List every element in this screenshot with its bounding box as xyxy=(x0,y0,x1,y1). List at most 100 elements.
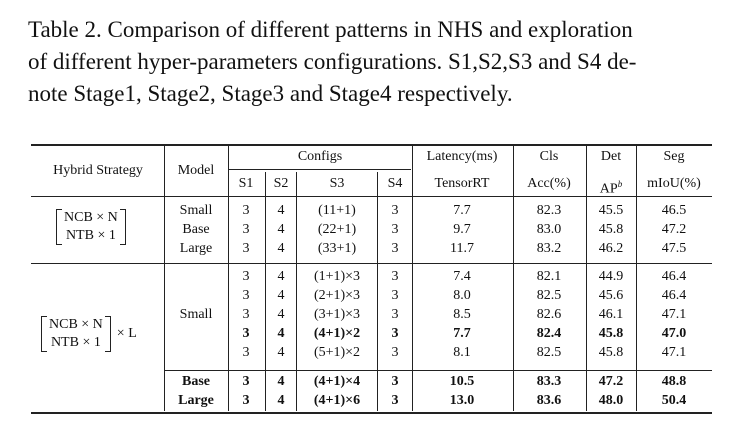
cell-miou: 47.0 xyxy=(661,326,687,341)
cell-acc: 82.5 xyxy=(536,288,562,303)
header-s2: S2 xyxy=(273,176,289,191)
cell-latency: 11.7 xyxy=(450,241,474,256)
cell-s2: 4 xyxy=(277,307,285,322)
cell-s2: 4 xyxy=(277,203,285,218)
header-configs: Configs xyxy=(297,149,343,164)
cell-acc: 82.5 xyxy=(536,345,562,360)
cell-model: Large xyxy=(179,241,213,256)
cell-s4: 3 xyxy=(391,241,399,256)
configs-underline xyxy=(229,169,411,170)
header-latency: Latency(ms) xyxy=(426,149,498,164)
table-top-rule xyxy=(31,144,712,146)
strategy-repeat-suffix: × L xyxy=(116,326,137,341)
cell-s2: 4 xyxy=(277,326,285,341)
header-ap-label: AP xyxy=(599,181,618,197)
col-divider xyxy=(586,146,587,411)
header-tensorrt: TensorRT xyxy=(434,176,490,191)
header-cls: Cls xyxy=(539,149,559,164)
cell-latency: 8.5 xyxy=(453,307,471,322)
cell-model-small: Small xyxy=(179,307,213,322)
cell-s2: 4 xyxy=(277,241,285,256)
strategy-line-ncb: NCB × N xyxy=(64,210,118,225)
col-divider xyxy=(296,172,297,411)
cell-s3: (33+1) xyxy=(317,241,357,256)
cell-model: Small xyxy=(179,203,213,218)
cell-s1: 3 xyxy=(242,307,250,322)
cell-acc: 82.4 xyxy=(536,326,562,341)
cell-s1: 3 xyxy=(242,222,250,237)
header-ap: APb xyxy=(600,175,622,199)
col-divider xyxy=(265,172,266,411)
cell-s4: 3 xyxy=(391,307,399,322)
cell-miou: 47.1 xyxy=(661,345,687,360)
scaled-models-rule xyxy=(165,370,712,371)
cell-ap: 45.6 xyxy=(598,288,624,303)
cell-latency: 13.0 xyxy=(449,393,475,408)
cell-ap: 46.1 xyxy=(598,307,624,322)
cell-ap: 48.0 xyxy=(598,393,624,408)
cell-s1: 3 xyxy=(242,326,250,341)
col-divider xyxy=(636,146,637,411)
cell-s4: 3 xyxy=(391,374,399,389)
cell-s3: (11+1) xyxy=(318,203,356,218)
cell-s3: (4+1)×6 xyxy=(313,393,361,408)
header-ap-superscript: b xyxy=(617,179,623,189)
cell-s4: 3 xyxy=(391,269,399,284)
cell-ap: 46.2 xyxy=(598,241,624,256)
cell-acc: 83.2 xyxy=(536,241,562,256)
header-hybrid-strategy: Hybrid Strategy xyxy=(53,163,143,178)
cell-s2: 4 xyxy=(277,269,285,284)
strategy-line-ntb: NTB × 1 xyxy=(50,335,101,350)
header-s3: S3 xyxy=(329,176,345,191)
cell-s4: 3 xyxy=(391,345,399,360)
cell-s1: 3 xyxy=(242,345,250,360)
cell-latency: 10.5 xyxy=(449,374,475,389)
cell-acc: 82.6 xyxy=(536,307,562,322)
cell-ap: 45.5 xyxy=(598,203,624,218)
strategy-group2: NCB × N NTB × 1 × L xyxy=(41,316,137,352)
strategy-bracket: NCB × N NTB × 1 xyxy=(41,316,111,352)
header-model: Model xyxy=(177,163,215,178)
cell-miou: 47.2 xyxy=(661,222,687,237)
cell-s3: (1+1)×3 xyxy=(313,269,361,284)
cell-latency: 7.4 xyxy=(453,269,471,284)
cell-latency: 9.7 xyxy=(453,222,471,237)
caption-line: note Stage1, Stage2, Stage3 and Stage4 r… xyxy=(28,81,513,106)
cell-miou: 46.4 xyxy=(661,269,687,284)
cell-s1: 3 xyxy=(242,393,250,408)
header-seg: Seg xyxy=(663,149,685,164)
table-caption: Table 2. Comparison of different pattern… xyxy=(28,14,718,110)
cell-model: Base xyxy=(182,222,210,237)
cell-latency: 7.7 xyxy=(453,326,471,341)
cell-miou: 46.5 xyxy=(661,203,687,218)
cell-s4: 3 xyxy=(391,203,399,218)
cell-ap: 45.8 xyxy=(598,326,624,341)
cell-s2: 4 xyxy=(277,393,285,408)
cell-s2: 4 xyxy=(277,345,285,360)
col-divider xyxy=(377,172,378,411)
cell-miou: 46.4 xyxy=(661,288,687,303)
cell-acc: 82.3 xyxy=(536,203,562,218)
cell-ap: 47.2 xyxy=(598,374,624,389)
col-divider xyxy=(513,146,514,411)
cell-s4: 3 xyxy=(391,222,399,237)
cell-miou: 47.5 xyxy=(661,241,687,256)
cell-s3: (4+1)×4 xyxy=(313,374,361,389)
cell-s3: (22+1) xyxy=(317,222,357,237)
col-divider xyxy=(412,146,413,411)
header-s4: S4 xyxy=(387,176,403,191)
cell-s4: 3 xyxy=(391,393,399,408)
col-divider xyxy=(228,146,229,411)
cell-acc: 82.1 xyxy=(536,269,562,284)
caption-line: of different hyper-parameters configurat… xyxy=(28,49,637,74)
cell-s2: 4 xyxy=(277,288,285,303)
cell-s2: 4 xyxy=(277,374,285,389)
cell-s3: (4+1)×2 xyxy=(313,326,361,341)
cell-s1: 3 xyxy=(242,288,250,303)
cell-s1: 3 xyxy=(242,374,250,389)
group-separator-rule xyxy=(31,263,712,264)
cell-ap: 45.8 xyxy=(598,345,624,360)
cell-s3: (3+1)×3 xyxy=(313,307,361,322)
cell-s3: (5+1)×2 xyxy=(313,345,361,360)
strategy-line-ncb: NCB × N xyxy=(49,317,103,332)
